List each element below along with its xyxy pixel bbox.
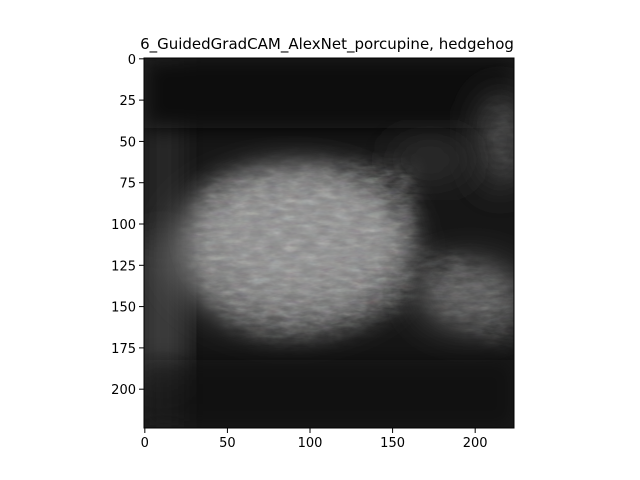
y-tick-label: 25 — [119, 94, 136, 109]
y-axis: 0 25 50 75 100 125 150 175 200 — [111, 53, 144, 398]
x-tick-label: 100 — [298, 436, 323, 451]
y-tick-label: 50 — [119, 135, 136, 150]
chart-title: 6_GuidedGradCAM_AlexNet_porcupine, hedge… — [140, 35, 514, 54]
y-tick-label: 200 — [111, 383, 136, 398]
x-tick-label: 150 — [380, 436, 405, 451]
y-tick-label: 75 — [119, 177, 136, 192]
x-axis: 0 50 100 150 200 — [141, 428, 488, 451]
axes-frame — [143, 57, 515, 429]
x-tick-label: 200 — [463, 436, 488, 451]
x-tick-label: 50 — [219, 436, 236, 451]
y-tick-label: 175 — [111, 342, 136, 357]
y-tick-label: 150 — [111, 301, 136, 316]
y-tick-label: 0 — [128, 53, 136, 68]
y-tick-label: 125 — [111, 259, 136, 274]
heatmap-image — [144, 58, 514, 428]
x-tick-label: 0 — [141, 436, 149, 451]
y-tick-label: 100 — [111, 218, 136, 233]
